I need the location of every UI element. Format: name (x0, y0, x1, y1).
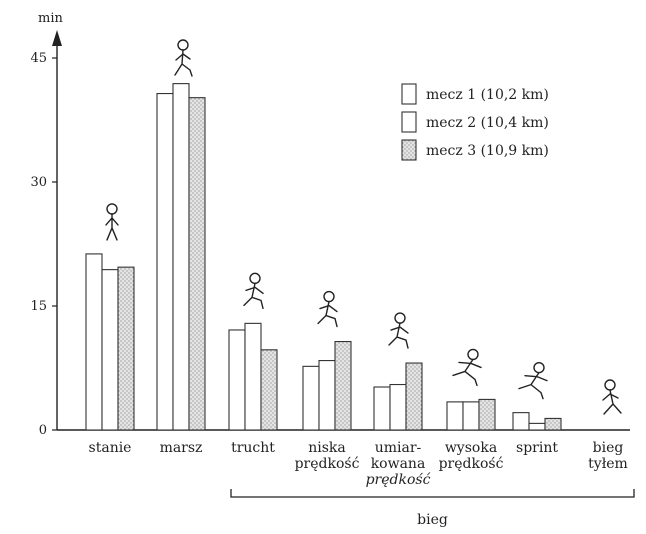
group-bracket (230, 489, 635, 498)
figure-body (243, 282, 264, 310)
bar (188, 97, 206, 431)
figure-body (105, 213, 119, 241)
stick-figure-icon (105, 203, 119, 241)
bar (156, 92, 174, 431)
category-label-italic: prędkość (366, 472, 431, 488)
figure-head (467, 348, 479, 361)
bar (260, 349, 278, 431)
figure-head (323, 290, 335, 303)
bar (389, 383, 407, 431)
legend-swatch (401, 111, 417, 133)
bar (446, 401, 464, 431)
y-axis-arrow (52, 30, 62, 46)
stick-figure-icon (317, 290, 338, 328)
bar (478, 398, 496, 431)
figure-head (249, 272, 261, 285)
y-tick-label: 30 (30, 175, 47, 190)
y-tick-label: 0 (39, 423, 47, 438)
figure-head (177, 39, 189, 51)
legend-label: mecz 2 (10,4 km) (426, 115, 549, 131)
figure-body (388, 322, 409, 349)
bar (318, 360, 336, 431)
category-label: niska (308, 440, 346, 456)
stick-figure-icons (105, 39, 622, 415)
category-label: umiar- (375, 440, 422, 456)
bar (117, 266, 135, 431)
legend-swatch (401, 83, 417, 105)
stick-figure-icon (602, 379, 622, 415)
y-ticks: 0 15 30 45 (30, 51, 57, 438)
bar (528, 422, 546, 431)
category-label: prędkość (439, 456, 504, 472)
stick-figure-icon (388, 312, 409, 349)
bar (244, 322, 262, 431)
figure-head (604, 379, 616, 391)
category-label: trucht (231, 440, 275, 456)
category-label: kowana (371, 456, 426, 472)
bar (462, 401, 480, 431)
bar (85, 253, 103, 431)
bar (544, 417, 562, 431)
figure-body (518, 371, 548, 400)
legend-label: mecz 1 (10,2 km) (426, 87, 549, 103)
bar (334, 340, 352, 431)
bar (101, 269, 119, 431)
figure-body (602, 389, 622, 415)
category-labels: stanie marsz trucht niskaprędkośćumiar-kowa… (89, 440, 628, 488)
figure-body (174, 49, 193, 77)
bar (228, 329, 246, 431)
figure-body (317, 300, 338, 328)
stick-figure-icon (174, 39, 193, 77)
category-label: marsz (160, 440, 203, 456)
legend-swatch (401, 139, 417, 161)
category-label: bieg (593, 440, 624, 456)
category-label: prędkość (295, 456, 360, 472)
figure-head (106, 203, 118, 215)
figure-body (452, 358, 482, 387)
legend-label: mecz 3 (10,9 km) (426, 143, 549, 159)
y-axis-label: min (38, 11, 63, 26)
bar (405, 362, 423, 431)
stick-figure-icon (452, 348, 482, 387)
bar (512, 412, 530, 431)
category-label: tyłem (588, 456, 628, 472)
bar (302, 365, 320, 431)
legend: mecz 1 (10,2 km) mecz 2 (10,4 km) mecz 3 (… (401, 83, 549, 161)
bars (85, 83, 562, 431)
category-label: wysoka (445, 440, 497, 456)
figure-head (394, 312, 406, 324)
category-label: stanie (89, 440, 132, 456)
stick-figure-icon (243, 272, 264, 310)
bar (373, 386, 391, 431)
stick-figure-icon (518, 361, 548, 400)
y-tick-label: 45 (30, 51, 47, 66)
y-tick-label: 15 (30, 299, 47, 314)
figure-head (533, 361, 545, 374)
category-label: sprint (516, 440, 558, 456)
bar (172, 83, 190, 431)
group-label: bieg (417, 512, 448, 528)
